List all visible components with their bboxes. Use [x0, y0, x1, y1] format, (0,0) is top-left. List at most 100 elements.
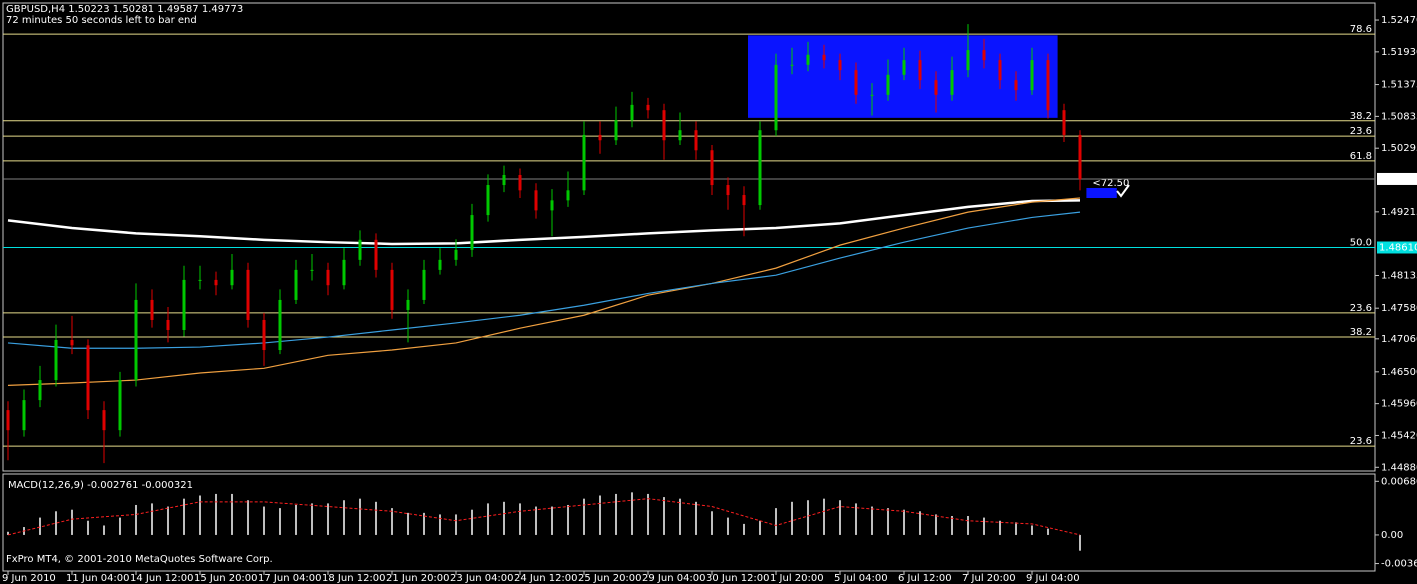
candle-body	[470, 215, 474, 250]
macd-title: MACD(12,26,9) -0.002761 -0.000321	[8, 480, 193, 491]
candle-body	[646, 104, 650, 111]
level-label: 61.8	[1350, 151, 1372, 162]
moving-average	[7, 197, 1081, 386]
chart-subtitle: 72 minutes 50 seconds left to bar end	[6, 15, 197, 26]
candle-body	[38, 380, 42, 401]
candle-body	[326, 269, 330, 286]
candle-body	[1030, 60, 1034, 91]
y-tick-label: 1.45420	[1381, 430, 1417, 441]
candle-body	[710, 150, 714, 186]
candle-body	[726, 185, 730, 196]
y-tick-label: 1.49215	[1381, 207, 1417, 218]
candle-body	[886, 74, 890, 95]
candle-body	[262, 319, 266, 351]
candle-body	[1014, 80, 1018, 91]
x-tick-label: 5 Jul 04:00	[834, 573, 888, 584]
x-tick-label: 6 Jul 12:00	[898, 573, 952, 584]
candle-body	[534, 190, 538, 211]
footer: FxPro MT4, © 2001-2010 MetaQuotes Softwa…	[6, 554, 273, 565]
level-label: 38.2	[1350, 327, 1372, 338]
candle-body	[1062, 110, 1066, 135]
x-tick-label: 17 Jun 04:00	[258, 573, 322, 584]
plot-layer: 1.52470 1.51930 1.51375 1.50835 1.50295 1.492…	[2, 15, 1417, 584]
candle-body	[806, 54, 810, 65]
level-label: 38.2	[1350, 111, 1372, 122]
candle-body	[422, 269, 426, 300]
candle-body	[54, 340, 58, 381]
level-label: 50.0	[1350, 237, 1372, 248]
zone	[1086, 187, 1117, 198]
candle-body	[998, 60, 1002, 81]
candle-body	[758, 130, 762, 206]
x-tick-label: 9 Jul 04:00	[1026, 573, 1080, 584]
candle-body	[774, 64, 778, 131]
candle-body	[614, 120, 618, 141]
candle-body	[790, 64, 794, 66]
candle-body	[598, 134, 602, 141]
x-tick-label: 11 Jun 04:00	[66, 573, 130, 584]
candle-body	[294, 269, 298, 300]
current-price-label: 1.49773	[1379, 174, 1417, 185]
candle-body	[86, 345, 90, 411]
y-tick-label: 1.47580	[1381, 303, 1417, 314]
y-tick-label: 1.45960	[1381, 399, 1417, 410]
zone	[748, 35, 1058, 118]
candle-body	[902, 60, 906, 75]
x-tick-label: 24 Jun 12:00	[514, 573, 578, 584]
x-tick-label: 21 Jun 20:00	[386, 573, 450, 584]
candle-body	[566, 190, 570, 201]
candle-body	[662, 110, 666, 141]
candle-body	[278, 299, 282, 351]
moving-average	[7, 199, 1081, 246]
level-axis-label: 1.48610	[1379, 242, 1417, 253]
y-tick-label: 1.47060	[1381, 334, 1417, 345]
candle-body	[70, 340, 74, 346]
y-tick-label: 1.50835	[1381, 111, 1417, 122]
level-label: 23.6	[1350, 303, 1372, 314]
candle-body	[918, 60, 922, 81]
candle-body	[502, 175, 506, 186]
candle-body	[966, 50, 970, 71]
candle-body	[1078, 134, 1082, 180]
candle-body	[358, 239, 362, 260]
candle-body	[102, 410, 106, 431]
candle-body	[838, 60, 842, 71]
y-tick-label: 1.50295	[1381, 143, 1417, 154]
level-label: 23.6	[1350, 436, 1372, 447]
candle-body	[550, 200, 554, 211]
candle-body	[22, 400, 26, 431]
candle-body	[166, 319, 170, 330]
candle-body	[198, 279, 202, 281]
x-tick-label: 14 Jun 12:00	[130, 573, 194, 584]
candle-body	[742, 195, 746, 206]
candle-body	[118, 380, 122, 431]
y-tick-label: 1.48135	[1381, 270, 1417, 281]
candle-body	[1046, 60, 1050, 111]
x-tick-label: 30 Jun 12:00	[706, 573, 770, 584]
candle-body	[150, 299, 154, 320]
candle-body	[182, 279, 186, 330]
y-tick-label: 1.46500	[1381, 367, 1417, 378]
current-price-box	[1377, 172, 1417, 185]
candle-body	[134, 299, 138, 381]
y-tick-label: 1.52470	[1381, 15, 1417, 26]
x-tick-label: 7 Jul 20:00	[962, 573, 1016, 584]
y-tick-label: 1.51375	[1381, 80, 1417, 91]
zone-label: <72.50	[1092, 178, 1129, 189]
x-tick-label: 18 Jun 12:00	[322, 573, 386, 584]
level-label: 23.6	[1350, 126, 1372, 137]
candle-body	[438, 259, 442, 270]
candle-body	[6, 410, 10, 431]
candle-body	[246, 269, 250, 320]
y-tick-label: 0.00	[1381, 530, 1403, 541]
candle-body	[342, 259, 346, 286]
level-label: 78.6	[1350, 24, 1372, 35]
candle-body	[454, 249, 458, 260]
x-tick-label: 1 Jul 20:00	[770, 573, 824, 584]
chart-title: GBPUSD,H4 1.50223 1.50281 1.49587 1.4977…	[6, 4, 243, 15]
candle-body	[406, 299, 410, 310]
candle-body	[374, 239, 378, 270]
candle-body	[934, 80, 938, 95]
